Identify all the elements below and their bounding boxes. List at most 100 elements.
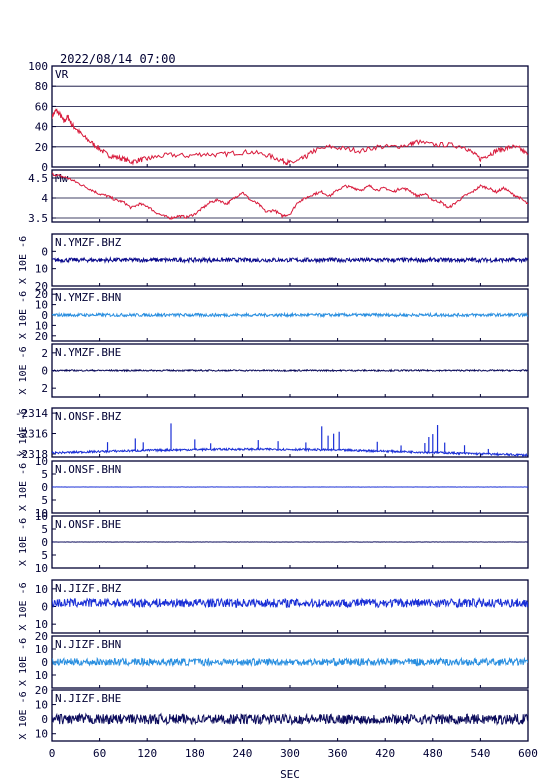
y-tick-label: 4.5 xyxy=(28,172,48,185)
y-tick-label: -2314 xyxy=(15,407,48,420)
y-tick-label: 0 xyxy=(41,245,48,258)
y-tick-label: 2 xyxy=(41,347,48,360)
y-tick-label: 10 xyxy=(35,728,48,741)
y-axis-label: X 10E -6 xyxy=(18,408,29,456)
y-tick-label: 10 xyxy=(35,507,48,520)
y-tick-label: 5 xyxy=(41,494,48,507)
series-line xyxy=(52,447,528,457)
x-axis: 0 60 120 180 240 300 360 420 480 540 600 xyxy=(49,747,538,760)
panel-ymz-bhz: 0 10 20 N.YMZF.BHZ X 10E -6 xyxy=(18,233,529,293)
panel-label: N.YMZF.BHZ xyxy=(55,236,122,249)
x-tick-label: 480 xyxy=(423,747,443,760)
y-axis-label: X 10E -6 xyxy=(18,291,29,339)
panel-mw: 3.5 4 4.5 Mw xyxy=(28,169,529,225)
chart-title: 2022/08/14 07:00 xyxy=(60,52,176,66)
y-tick-label: 20 xyxy=(35,288,48,301)
y-tick-label: 20 xyxy=(35,330,48,343)
y-tick-label: 0 xyxy=(41,536,48,549)
y-tick-label: 60 xyxy=(35,100,48,113)
y-axis-label: X 10E -6 xyxy=(18,691,29,739)
y-tick-label: 10 xyxy=(35,643,48,656)
panel-vr: 0 20 40 60 80 100 VR xyxy=(28,60,529,174)
y-tick-label: 10 xyxy=(35,299,48,312)
y-tick-label: 10 xyxy=(35,455,48,468)
panel-label: N.YMZF.BHE xyxy=(55,346,121,359)
y-tick-label: 20 xyxy=(35,280,48,293)
y-axis-label: X 10E -6 xyxy=(18,463,29,511)
y-tick-label: 10 xyxy=(35,263,48,276)
y-tick-label: 10 xyxy=(35,618,48,631)
series-line xyxy=(52,256,528,264)
panel-label: N.ONSF.BHN xyxy=(55,463,121,476)
panel-label: N.ONSF.BHZ xyxy=(55,410,122,423)
x-axis-label: SEC xyxy=(280,768,300,781)
y-tick-label: 40 xyxy=(35,121,48,134)
series-line xyxy=(52,712,528,726)
y-tick-label: 10 xyxy=(35,319,48,332)
y-axis-label: X 10E -6 xyxy=(18,638,29,686)
y-tick-label: 10 xyxy=(35,699,48,712)
x-tick-label: 0 xyxy=(49,747,56,760)
y-tick-label: 80 xyxy=(35,80,48,93)
x-tick-label: 420 xyxy=(375,747,395,760)
y-tick-label: 20 xyxy=(35,630,48,643)
x-tick-label: 60 xyxy=(93,747,106,760)
y-tick-label: 2 xyxy=(41,382,48,395)
panel-label: VR xyxy=(55,68,69,81)
panel-ymz-bhe: 2 0 2 N.YMZF.BHE X 10E -6 xyxy=(18,343,529,398)
y-tick-label: 10 xyxy=(35,669,48,682)
x-tick-label: 120 xyxy=(137,747,157,760)
y-tick-label: 0 xyxy=(41,161,48,174)
y-axis-label: X 10E -6 xyxy=(18,518,29,566)
y-tick-label: 4 xyxy=(41,192,48,205)
y-tick-label: 10 xyxy=(35,562,48,575)
panel-ons-bhz: -2314 -2316 -2318 N.ONSF.BHZ X 10E -6 xyxy=(15,407,529,461)
y-tick-label: 0 xyxy=(41,309,48,322)
panel-label: N.JIZF.BHE xyxy=(55,692,121,705)
x-tick-label: 300 xyxy=(280,747,300,760)
y-tick-label: 0 xyxy=(41,656,48,669)
series-line xyxy=(52,368,528,373)
y-tick-label: 0 xyxy=(41,481,48,494)
y-tick-label: 20 xyxy=(35,141,48,154)
series-line xyxy=(52,656,528,668)
x-tick-label: 360 xyxy=(328,747,348,760)
y-tick-label: 0 xyxy=(41,713,48,726)
y-tick-label: 10 xyxy=(35,510,48,523)
panel-label: N.JIZF.BHZ xyxy=(55,582,122,595)
y-axis-label: X 10E -6 xyxy=(18,582,29,630)
y-tick-label: 5 xyxy=(41,523,48,536)
y-tick-label: -2318 xyxy=(15,448,48,461)
panel-label: Mw xyxy=(55,172,69,185)
x-tick-label: 240 xyxy=(232,747,252,760)
y-tick-label: 10 xyxy=(35,583,48,596)
y-tick-label: 0 xyxy=(41,365,48,378)
y-tick-label: -2316 xyxy=(15,428,48,441)
y-tick-label: 20 xyxy=(35,684,48,697)
y-tick-label: 5 xyxy=(41,549,48,562)
y-tick-label: 3.5 xyxy=(28,212,48,225)
y-axis-label: X 10E -6 xyxy=(18,346,29,394)
series-line xyxy=(52,172,528,221)
panel-label: N.YMZF.BHN xyxy=(55,291,121,304)
y-axis-label: X 10E -6 xyxy=(18,236,29,284)
panel-label: N.ONSF.BHE xyxy=(55,518,121,531)
x-tick-label: 540 xyxy=(470,747,490,760)
x-tick-label: 600 xyxy=(518,747,538,760)
panel-jiz-bhz: 10 0 10 N.JIZF.BHZ X 10E -6 xyxy=(18,579,529,634)
series-line xyxy=(52,311,528,319)
y-tick-label: 5 xyxy=(41,468,48,481)
series-line xyxy=(52,108,528,166)
y-tick-label: 100 xyxy=(28,60,48,73)
panel-frame xyxy=(51,65,529,168)
x-tick-label: 180 xyxy=(185,747,205,760)
panel-label: N.JIZF.BHN xyxy=(55,638,121,651)
y-tick-label: 0 xyxy=(41,601,48,614)
